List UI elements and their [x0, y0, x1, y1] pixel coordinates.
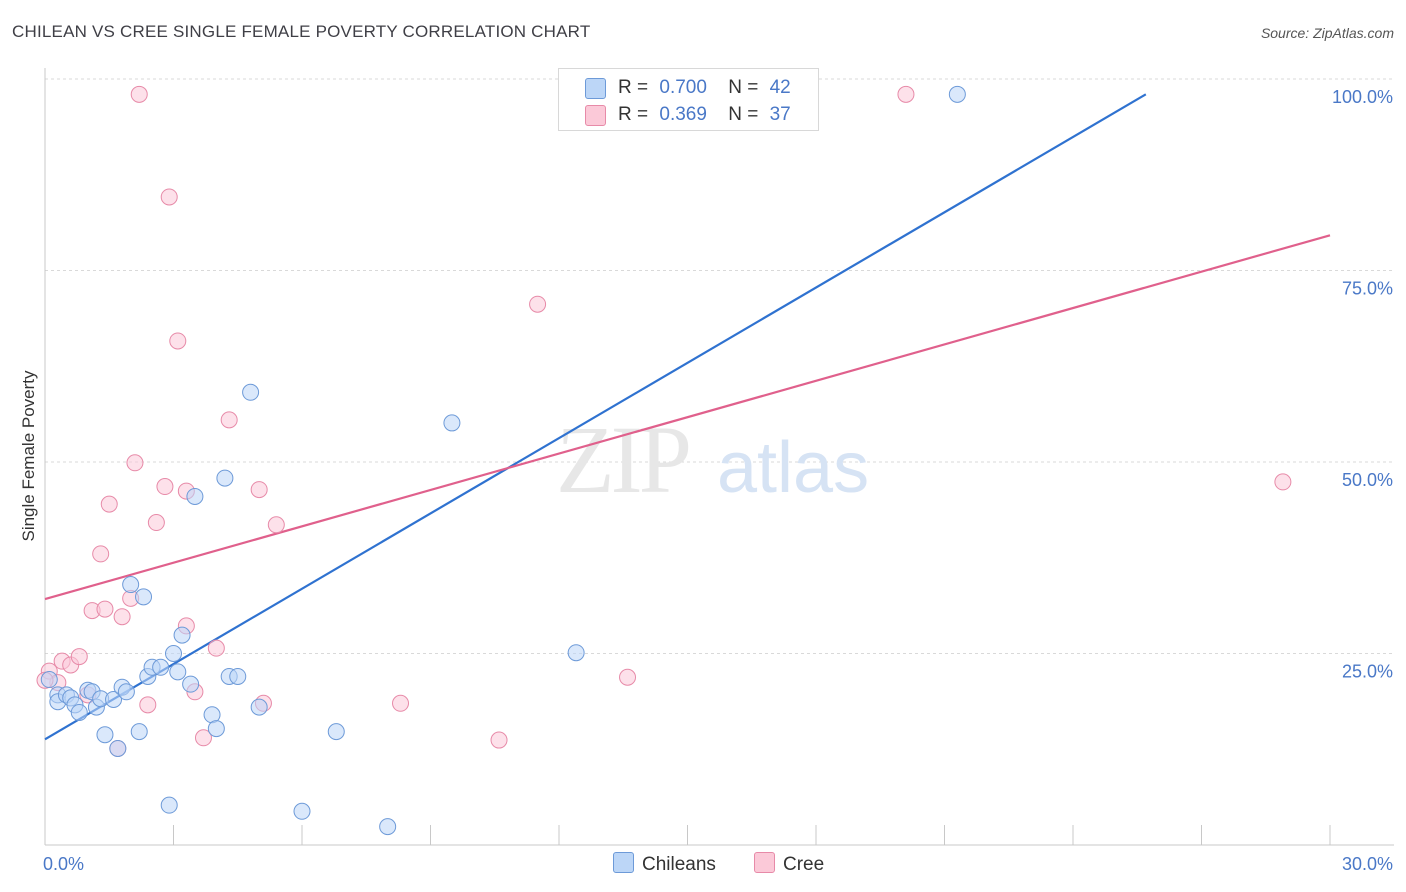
point-cree — [529, 295, 547, 313]
point-cree — [92, 545, 110, 563]
gridlines — [45, 78, 1394, 654]
point-chileans — [186, 487, 204, 505]
point-cree — [897, 85, 915, 103]
point-cree — [267, 516, 285, 534]
point-cree — [160, 188, 178, 206]
point-chileans — [216, 469, 234, 487]
point-chileans — [250, 698, 268, 716]
point-chileans — [182, 675, 200, 693]
x-tick-labels: 0.0% 30.0% — [43, 854, 1393, 874]
y-tick-label: 50.0% — [1342, 470, 1393, 490]
point-chileans — [169, 663, 187, 681]
point-chileans — [379, 818, 397, 836]
point-chileans — [293, 802, 311, 820]
point-cree — [490, 731, 508, 749]
x-tick-label: 0.0% — [43, 854, 84, 874]
legend-swatch-chileans — [613, 852, 634, 873]
y-axis-label: Single Female Poverty — [19, 370, 38, 542]
watermark: ZIP atlas — [556, 406, 869, 513]
point-cree — [194, 729, 212, 747]
point-chileans — [70, 703, 88, 721]
point-chileans — [567, 644, 585, 662]
point-cree — [220, 411, 238, 429]
point-chileans — [207, 720, 225, 738]
point-chileans — [160, 796, 178, 814]
legend-swatch-cree — [585, 105, 606, 126]
r-value: 0.369 — [659, 104, 707, 125]
point-cree — [1274, 473, 1292, 491]
point-cree — [147, 514, 165, 532]
point-chileans — [173, 626, 191, 644]
point-cree — [156, 478, 174, 496]
point-cree — [130, 85, 148, 103]
source-label: Source: ZipAtlas.com — [1260, 25, 1394, 41]
legend-item-chileans[interactable]: Chileans — [613, 852, 716, 876]
point-cree — [207, 639, 225, 657]
point-chileans — [117, 683, 135, 701]
point-cree — [250, 481, 268, 499]
legend-label-cree: Cree — [783, 854, 825, 875]
axes — [44, 68, 1394, 846]
point-cree — [100, 495, 118, 513]
point-chileans — [152, 658, 170, 676]
r-label: R = — [618, 104, 649, 125]
point-chileans — [96, 726, 114, 744]
legend-label-chileans: Chileans — [642, 854, 716, 875]
y-tick-labels: 100.0% 75.0% 50.0% 25.0% — [1332, 87, 1393, 682]
point-chileans — [122, 576, 140, 594]
trend-line-cree — [44, 234, 1331, 601]
watermark-zip: ZIP — [556, 406, 689, 513]
point-chileans — [130, 723, 148, 741]
point-cree — [619, 668, 637, 686]
point-cree — [139, 696, 157, 714]
x-axis-ticks — [44, 825, 1331, 845]
r-value: 0.700 — [659, 77, 707, 98]
point-chileans — [40, 671, 58, 689]
point-chileans — [105, 690, 123, 708]
y-tick-label: 100.0% — [1332, 87, 1393, 107]
legend-item-cree[interactable]: Cree — [754, 852, 824, 876]
y-tick-label: 25.0% — [1342, 662, 1393, 682]
point-chileans — [443, 414, 461, 432]
point-cree — [126, 454, 144, 472]
point-chileans — [229, 667, 247, 685]
point-chileans — [327, 723, 345, 741]
n-label: N = — [728, 104, 759, 125]
x-tick-label: 30.0% — [1342, 854, 1393, 874]
point-cree — [96, 600, 114, 618]
chart-title: CHILEAN VS CREE SINGLE FEMALE POVERTY CO… — [12, 22, 591, 41]
point-chileans — [165, 645, 182, 662]
point-chileans — [242, 383, 260, 401]
n-label: N = — [728, 77, 759, 98]
point-cree — [169, 332, 187, 350]
point-cree — [70, 648, 88, 666]
stats-legend: R = 0.700 N = 42 R = 0.369 N = 37 — [558, 68, 819, 131]
legend-swatch-cree — [754, 852, 775, 873]
r-label: R = — [618, 77, 649, 98]
point-chileans — [948, 85, 966, 103]
point-cree — [392, 694, 410, 712]
point-chileans — [109, 739, 127, 757]
data-points — [36, 85, 1292, 836]
trend-line-chileans — [44, 93, 1147, 741]
watermark-atlas: atlas — [717, 428, 869, 508]
legend-swatch-chileans — [585, 78, 606, 99]
point-cree — [113, 608, 131, 626]
n-value: 42 — [769, 77, 791, 98]
y-tick-label: 75.0% — [1342, 279, 1393, 299]
n-value: 37 — [769, 104, 791, 125]
point-chileans — [135, 588, 153, 606]
trend-lines — [44, 93, 1331, 741]
